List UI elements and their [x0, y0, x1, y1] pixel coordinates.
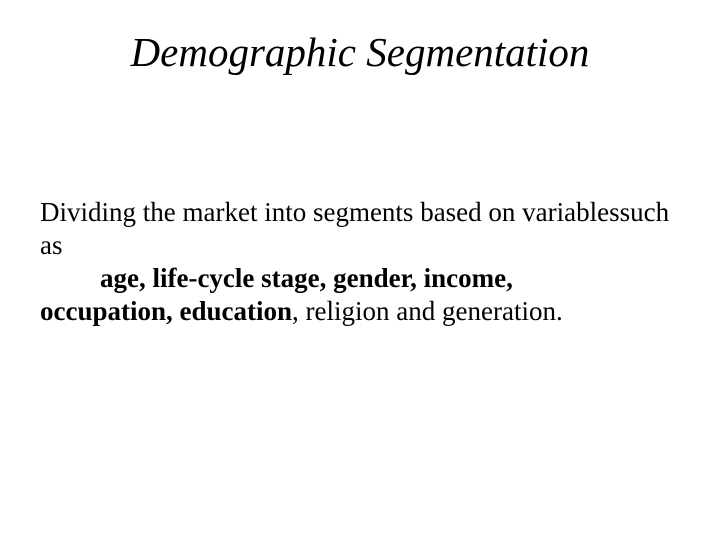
body-line-3: occupation, education, religion and gene…: [40, 295, 680, 328]
body-line-2: age, life-cycle stage, gender, income,: [40, 262, 680, 295]
slide-body: Dividing the market into segments based …: [40, 196, 680, 328]
slide-container: Demographic Segmentation Dividing the ma…: [0, 0, 720, 540]
body-line-3-rest: , religion and generation.: [292, 296, 563, 326]
slide-title: Demographic Segmentation: [40, 28, 680, 76]
body-line-2-bold: age, life-cycle stage, gender, income,: [100, 263, 513, 293]
body-line-1: Dividing the market into segments based …: [40, 196, 680, 262]
body-line-3-bold: occupation, education: [40, 296, 292, 326]
